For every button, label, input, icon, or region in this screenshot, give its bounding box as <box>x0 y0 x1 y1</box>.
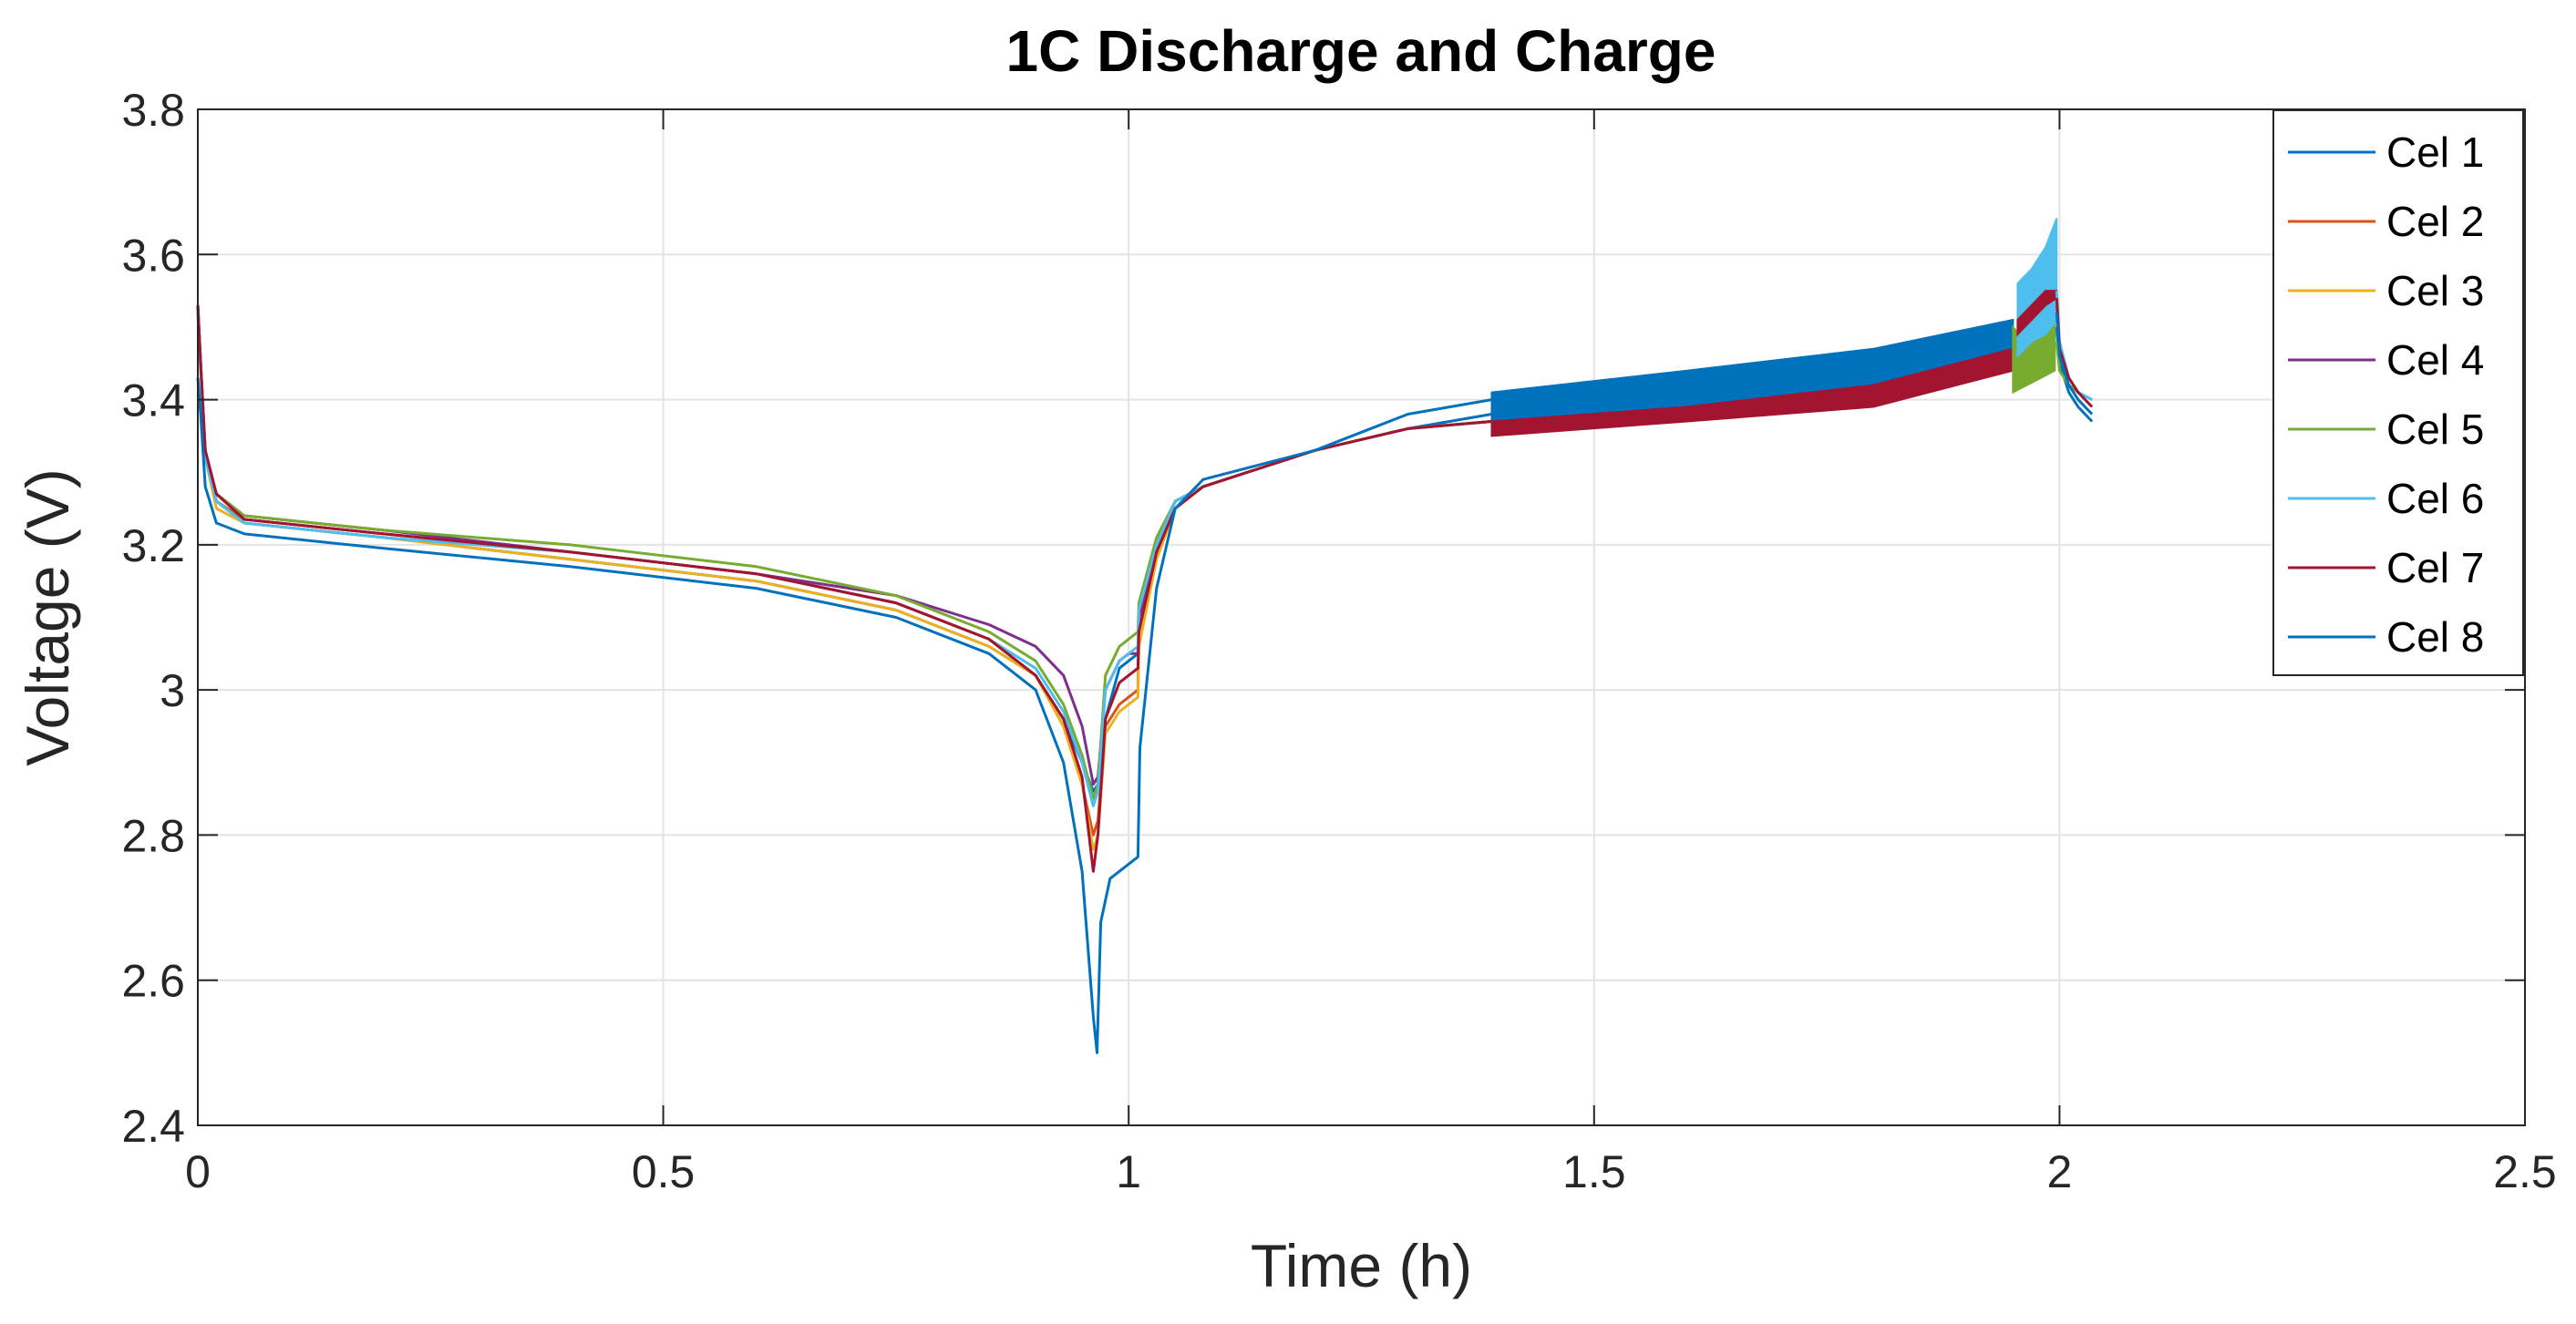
series-lines <box>196 304 1492 1054</box>
x-tick-label: 2.5 <box>2493 1146 2557 1197</box>
series-line-cel-5 <box>196 312 1492 801</box>
y-tick-label: 3.6 <box>121 230 185 281</box>
x-tick-label: 2 <box>2046 1146 2072 1197</box>
legend-item: Cel 6 <box>2288 475 2484 522</box>
legend-label: Cel 7 <box>2386 544 2484 591</box>
legend-item: Cel 2 <box>2288 198 2484 245</box>
y-tick-label: 3.4 <box>121 375 185 426</box>
y-tick-label: 3.2 <box>121 520 185 571</box>
x-axis-label: Time (h) <box>1251 1232 1472 1299</box>
chart-title: 1C Discharge and Charge <box>1006 18 1716 84</box>
series-line-cel-6 <box>196 312 1492 808</box>
series-line-cel-8 <box>196 377 1492 1054</box>
series-line-cel-2 <box>196 304 1492 836</box>
series-line-cel-7 <box>196 304 1492 873</box>
legend: Cel 1 Cel 2 Cel 3 Cel 4 Cel 5 Cel 6 Cel 7 Cel 8 <box>2272 109 2524 676</box>
x-axis-ticks: 0 0.5 1 1.5 2 2.5 <box>185 109 2557 1197</box>
x-tick-label: 1 <box>1116 1146 1141 1197</box>
legend-item: Cel 1 <box>2288 128 2484 176</box>
y-tick-label: 3 <box>160 665 185 716</box>
legend-box <box>2272 109 2524 676</box>
legend-label: Cel 3 <box>2386 267 2484 314</box>
series-line-cel-3 <box>196 312 1492 851</box>
legend-label: Cel 8 <box>2386 613 2484 661</box>
y-tick-label: 3.8 <box>121 85 185 136</box>
legend-label: Cel 2 <box>2386 198 2484 245</box>
y-tick-label: 2.8 <box>121 810 185 861</box>
tail-line-cel-6 <box>2055 291 2093 401</box>
tail-line-cel-8 <box>2055 312 2094 416</box>
legend-label: Cel 4 <box>2386 336 2484 384</box>
grid <box>198 109 2525 1125</box>
y-tick-label: 2.4 <box>121 1101 185 1152</box>
x-tick-label: 0 <box>185 1146 211 1197</box>
legend-item: Cel 8 <box>2288 613 2484 661</box>
legend-label: Cel 6 <box>2386 475 2484 522</box>
x-tick-label: 0.5 <box>632 1146 696 1197</box>
band-area <box>1490 218 2058 437</box>
legend-item: Cel 4 <box>2288 336 2484 384</box>
legend-item: Cel 3 <box>2288 267 2484 314</box>
y-tick-label: 2.6 <box>121 956 185 1007</box>
legend-label: Cel 1 <box>2386 128 2484 176</box>
x-tick-label: 1.5 <box>1562 1146 1626 1197</box>
tail-lines <box>2055 291 2094 423</box>
y-axis-ticks: 2.4 2.6 2.8 3 3.2 3.4 3.6 3.8 <box>121 85 2525 1152</box>
legend-label: Cel 5 <box>2386 405 2484 453</box>
plot-frame <box>197 108 2526 1126</box>
y-axis-label: Voltage (V) <box>14 468 81 766</box>
legend-item: Cel 7 <box>2288 544 2484 591</box>
legend-item: Cel 5 <box>2288 405 2484 453</box>
